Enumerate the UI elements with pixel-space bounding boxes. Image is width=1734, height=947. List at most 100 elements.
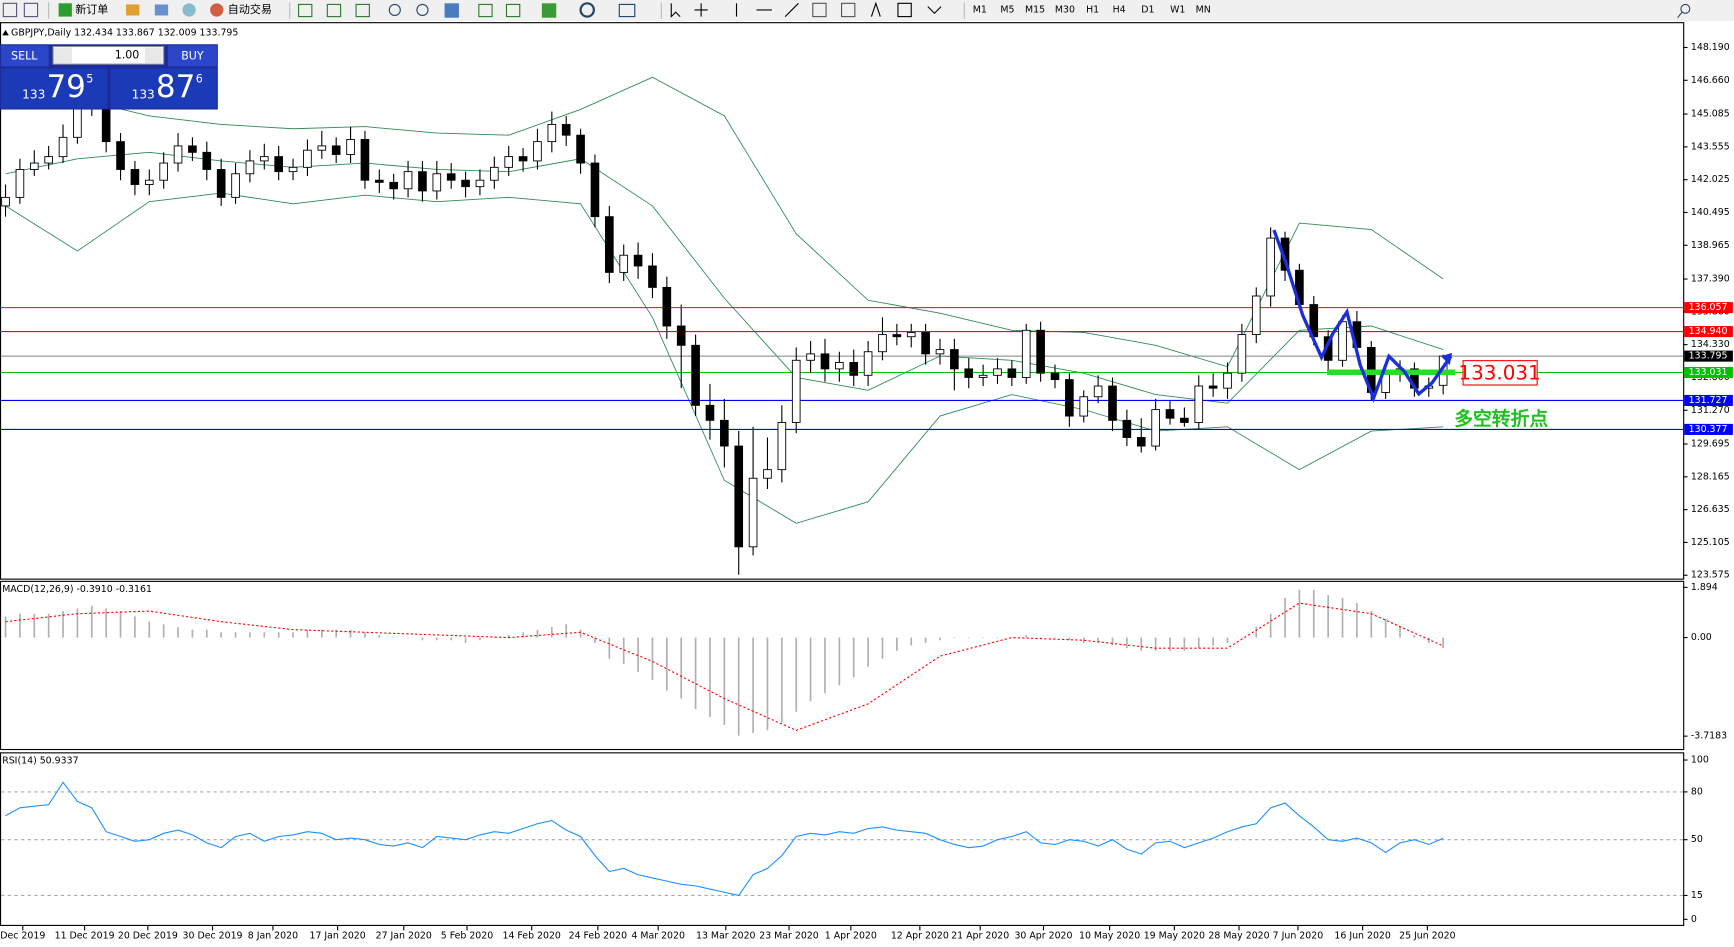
fib-tool[interactable] (841, 2, 856, 18)
drawn-arrowhead (1440, 352, 1453, 366)
y-tick-label: 0 (1691, 914, 1697, 925)
templates[interactable] (618, 3, 636, 18)
macd-panel-frame (0, 580, 1685, 751)
macd-bar (522, 632, 524, 638)
lot-up[interactable] (144, 47, 163, 64)
candle-body (1007, 368, 1017, 378)
level-label: 134.940 (1689, 326, 1728, 337)
timeframe-button[interactable]: H1 (1086, 4, 1099, 15)
macd-bar (47, 613, 50, 638)
macd-bar (852, 637, 855, 678)
y-tick-label: 15 (1691, 890, 1703, 901)
x-tick-label: 4 Mar 2020 (631, 930, 685, 941)
text-tool[interactable] (870, 1, 881, 17)
label-tool[interactable] (897, 2, 912, 18)
crosshair-tool[interactable] (694, 3, 708, 17)
timeframe-button[interactable]: MN (1196, 4, 1211, 15)
macd-bar (824, 637, 826, 694)
candle-body (331, 145, 341, 155)
tool-icon[interactable] (355, 3, 370, 18)
buy-button[interactable]: BUY (181, 49, 204, 62)
y-tick-label: 145.085 (1691, 109, 1730, 120)
tool-icon[interactable] (2, 2, 18, 18)
tool-icon[interactable] (444, 3, 459, 18)
timeframe-button[interactable]: M30 (1055, 4, 1075, 15)
candle-body (216, 169, 226, 198)
macd-bar (1298, 589, 1301, 638)
macd-bar (666, 637, 668, 691)
tool-icon[interactable] (182, 3, 196, 17)
sell-button[interactable]: SELL (11, 49, 38, 62)
sell-price-point: 5 (86, 73, 93, 86)
macd-bar (1370, 611, 1373, 638)
timeframe-button[interactable]: M1 (973, 4, 987, 15)
macd-bar (1226, 637, 1229, 643)
zoom-out[interactable] (416, 3, 429, 17)
y-tick-label: 50 (1691, 834, 1703, 845)
tool-icon[interactable] (298, 3, 313, 18)
macd-bar (392, 637, 395, 639)
x-tick-label: 21 Apr 2020 (951, 930, 1009, 941)
macd-bar (651, 637, 654, 681)
tool-icon[interactable] (505, 3, 521, 18)
timeframe-button[interactable]: D1 (1141, 4, 1154, 15)
new-order-icon[interactable] (58, 3, 72, 17)
candle-body (777, 422, 787, 471)
channel-tool[interactable] (812, 2, 827, 18)
cursor-tool[interactable] (670, 3, 681, 18)
macd-bar (76, 608, 79, 638)
x-tick-label: 11 Dec 2019 (55, 930, 115, 941)
sell-button-bg[interactable] (1, 45, 49, 67)
lot-input[interactable]: 1.00 (115, 48, 140, 61)
tool-icon[interactable] (154, 4, 169, 16)
search-icon-handle (1677, 11, 1683, 19)
candle-body (1180, 417, 1189, 423)
timeframe-button[interactable]: H4 (1113, 4, 1126, 15)
y-tick-label: 148.190 (1691, 42, 1730, 53)
bollinger-upper (5, 76, 1444, 368)
trendline-tool[interactable] (784, 2, 799, 17)
timeframe-button[interactable]: M5 (1000, 4, 1014, 15)
macd-bar (1427, 637, 1430, 643)
tool-icon[interactable] (326, 3, 342, 18)
macd-bar (680, 637, 683, 699)
search-icon[interactable] (1680, 3, 1691, 14)
lot-down[interactable] (54, 47, 72, 64)
macd-bar (924, 637, 927, 643)
arrows-tool[interactable] (927, 6, 942, 15)
buy-price-box[interactable] (110, 68, 217, 109)
candle-body (590, 162, 600, 218)
y-tick-label: 131.270 (1691, 405, 1730, 416)
auto-trading-button[interactable]: 自动交易 (228, 2, 272, 16)
buy-button-bg[interactable] (168, 45, 217, 67)
indicators[interactable] (541, 3, 557, 18)
level-label-bg (1684, 394, 1733, 406)
sell-price-box[interactable] (1, 68, 108, 109)
x-tick-label: 27 Jan 2020 (376, 930, 432, 941)
tool-icon[interactable] (23, 2, 39, 18)
auto-trading-icon[interactable] (210, 3, 224, 17)
macd-bar (1068, 637, 1071, 641)
macd-bar (1197, 637, 1200, 649)
macd-bar (364, 632, 366, 638)
macd-chart: 1.894 0.00 -3.7183 MACD(12,26,9) -0.3910 -0… (2, 582, 1727, 742)
candle-body (921, 331, 930, 355)
periods[interactable] (579, 2, 595, 18)
macd-bar (694, 637, 697, 710)
zoom-in[interactable] (388, 3, 401, 17)
candle-body (1021, 329, 1031, 378)
macd-bar (1140, 637, 1143, 651)
lot-input-bg[interactable] (52, 45, 165, 65)
tool-icon[interactable] (478, 3, 493, 18)
new-order-button[interactable]: 新订单 (75, 2, 108, 16)
timeframe-button[interactable]: W1 (1170, 4, 1185, 15)
macd-bar (967, 637, 970, 639)
timeframe-button[interactable]: M15 (1025, 4, 1045, 15)
y-tick-label: 138.965 (1691, 240, 1730, 251)
macd-bar (464, 637, 467, 643)
y-tick-label: 140.495 (1691, 207, 1730, 218)
tool-icon[interactable] (126, 4, 140, 16)
candle-body (676, 325, 686, 346)
buy-price-point: 6 (196, 73, 203, 86)
